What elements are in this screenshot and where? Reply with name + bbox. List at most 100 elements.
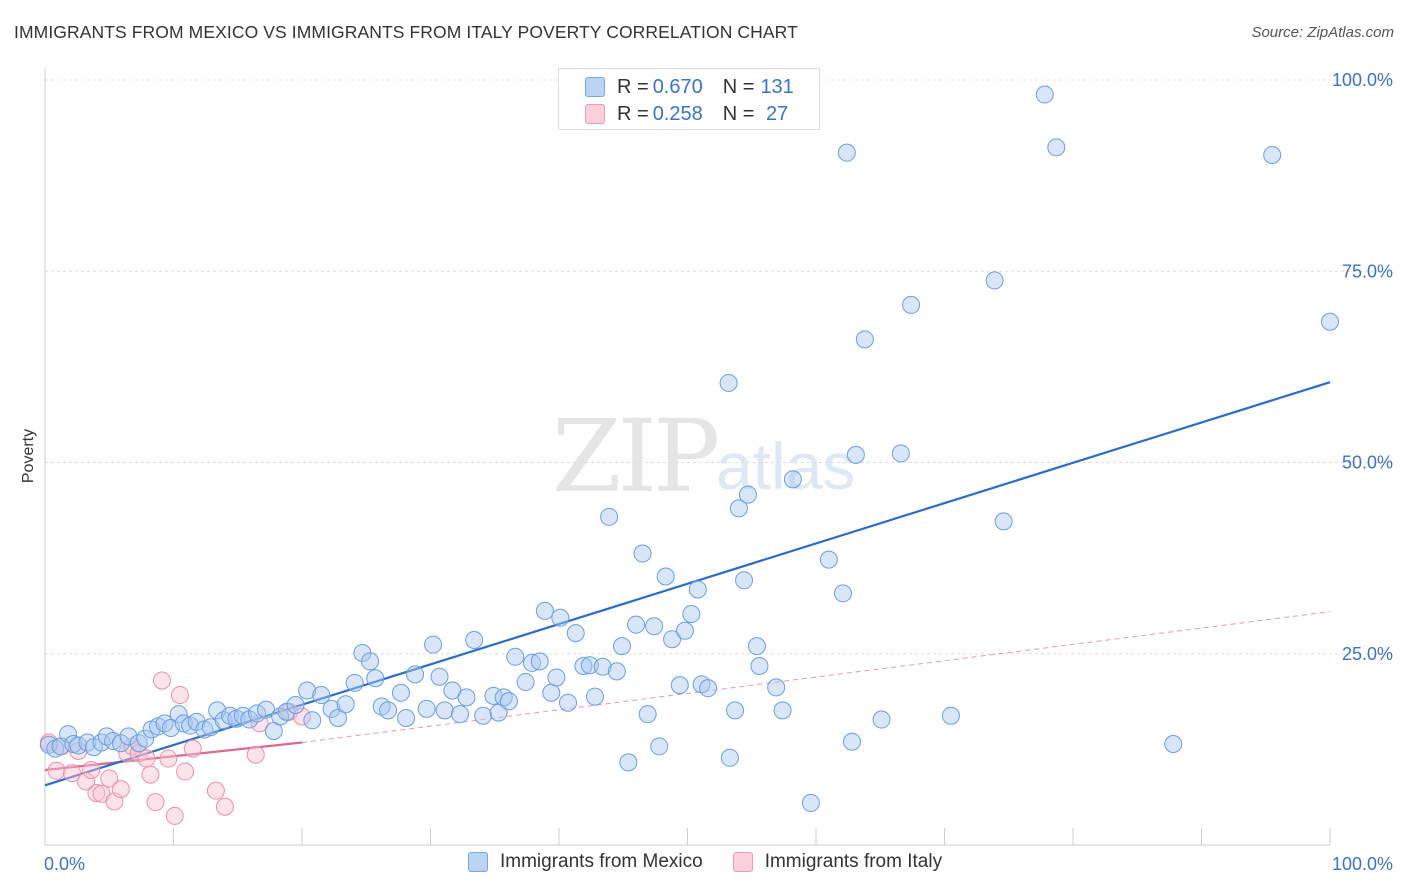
mexico-point: [801, 793, 820, 812]
italy-point: [183, 739, 202, 758]
italy-point: [141, 765, 160, 784]
mexico-point: [298, 681, 317, 700]
mexico-point: [872, 710, 891, 729]
legend-row-mexico: R = 0.670 N = 131: [585, 76, 794, 98]
mexico-point: [535, 601, 554, 620]
watermark-zip: ZIP: [552, 398, 720, 515]
mexico-point: [345, 673, 364, 692]
mexico-point: [271, 707, 290, 726]
italy-point: [152, 671, 171, 690]
mexico-point: [720, 748, 739, 767]
mexico-point: [670, 676, 689, 695]
mexico-point: [738, 485, 757, 504]
mexico-point: [633, 544, 652, 563]
mexico-point: [136, 729, 155, 748]
mexico-point: [627, 615, 646, 634]
mexico-point: [465, 630, 484, 649]
stats-legend: R = 0.670 N = 131 R = 0.258 N = 27: [558, 68, 820, 130]
mexico-point: [379, 701, 398, 720]
mexico-point: [699, 679, 718, 698]
mexico-point: [729, 499, 748, 518]
series-legend: Immigrants from Mexico Immigrants from I…: [468, 851, 972, 873]
mexico-point: [129, 734, 148, 753]
mexico-point: [837, 143, 856, 162]
mexico-label: Immigrants from Mexico: [500, 851, 703, 872]
italy-point: [159, 749, 178, 768]
mexico-point: [424, 635, 443, 654]
mexico-point: [619, 753, 638, 772]
mexico-point: [499, 692, 518, 711]
mexico-point: [435, 701, 454, 720]
mexico-trend-line: [44, 381, 1331, 787]
legend-n-value: 27: [760, 102, 789, 125]
italy-point: [47, 761, 66, 780]
mexico-point: [783, 470, 802, 489]
mexico-point: [516, 673, 535, 692]
mexico-point: [457, 688, 476, 707]
mexico-point: [417, 699, 436, 718]
mexico-point: [607, 662, 626, 681]
mexico-point: [59, 725, 78, 744]
italy-points: [39, 671, 311, 825]
mexico-point: [214, 711, 233, 730]
mexico-swatch: [468, 852, 488, 872]
mexico-point: [1035, 85, 1054, 104]
italy-point: [246, 745, 265, 764]
legend-r-label: R =: [617, 75, 649, 98]
italy-point: [176, 762, 195, 781]
mexico-point: [902, 295, 921, 314]
mexico-point: [361, 652, 380, 671]
italy-point: [170, 686, 189, 705]
mexico-point: [111, 734, 130, 753]
legend-r-value: 0.258: [652, 102, 703, 125]
italy-label: Immigrants from Italy: [764, 851, 943, 872]
italy-point: [146, 793, 165, 812]
mexico-point: [1164, 735, 1183, 754]
mexico-point: [566, 624, 585, 643]
mexico-point: [747, 637, 766, 656]
mexico-point: [312, 686, 331, 705]
mexico-point: [750, 656, 769, 675]
mexico-point: [169, 705, 188, 724]
grid-lines: [45, 79, 1392, 655]
mexico-point: [842, 732, 861, 751]
mexico-point: [574, 656, 593, 675]
legend-r-label: R =: [617, 102, 649, 125]
mexico-point: [580, 656, 599, 675]
mexico-point: [855, 330, 874, 349]
mexico-point: [328, 709, 347, 728]
legend-n-label: N =: [722, 102, 755, 125]
mexico-point: [248, 704, 267, 723]
mexico-point: [638, 705, 657, 724]
mexico-point: [187, 712, 206, 731]
mexico-point: [542, 683, 561, 702]
mexico-point: [726, 701, 745, 720]
mexico-point: [682, 604, 701, 623]
italy-point: [137, 749, 156, 768]
x-tick-label: 100.0%: [1332, 854, 1393, 874]
source-label: Source: ZipAtlas.com: [1251, 24, 1394, 41]
mexico-point: [645, 617, 664, 636]
legend-item-mexico[interactable]: Immigrants from Mexico: [468, 851, 703, 873]
italy-point: [62, 764, 81, 783]
mexico-point: [650, 737, 669, 756]
mexico-point: [767, 678, 786, 697]
mexico-point: [451, 705, 470, 724]
mexico-point: [985, 271, 1004, 290]
mexico-point: [303, 711, 322, 730]
mexico-point: [656, 567, 675, 586]
legend-row-italy: R = 0.258 N = 27: [585, 103, 788, 125]
mexico-point: [558, 693, 577, 712]
mexico-point: [675, 621, 694, 640]
legend-item-italy[interactable]: Immigrants from Italy: [732, 851, 943, 873]
mexico-point: [551, 608, 570, 627]
axis-labels: 25.0% 50.0% 75.0% 100.0% 0.0% 100.0% Poverty: [20, 70, 1393, 874]
mexico-point: [1047, 138, 1066, 157]
mexico-point: [891, 444, 910, 463]
mexico-point: [155, 714, 174, 733]
x-tick-label: 0.0%: [44, 854, 85, 874]
mexico-point: [506, 647, 525, 666]
italy-trend-extension: [301, 611, 1331, 743]
italy-point: [111, 780, 130, 799]
